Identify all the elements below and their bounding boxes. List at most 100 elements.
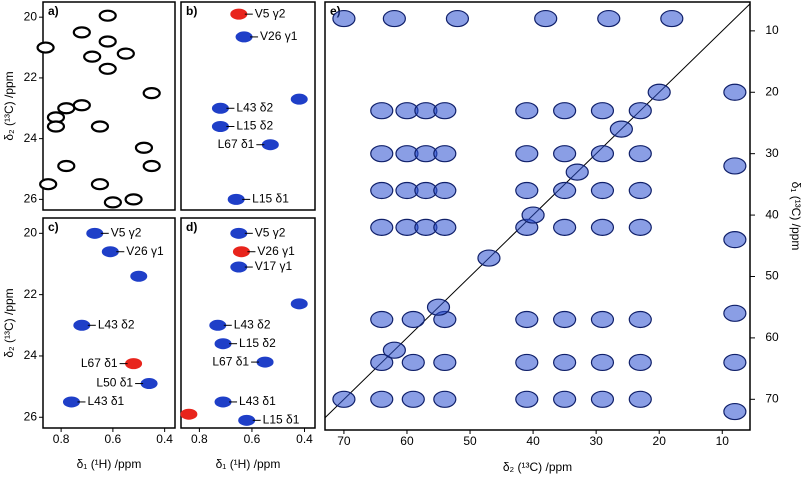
y-tick-label: 20 [24, 9, 38, 23]
y-axis-label: δ₁ (¹³C) /ppm [789, 182, 803, 251]
cross-peak [628, 218, 652, 236]
peak [73, 319, 91, 331]
panel-frame [42, 1, 176, 211]
peak [211, 102, 229, 114]
cross-peak [590, 310, 615, 329]
cross-peak [521, 206, 545, 224]
x-tick-label: 0.6 [105, 432, 122, 446]
x-tick-label: 50 [463, 434, 477, 448]
peak-label: L15 δ2 [236, 119, 273, 133]
y-tick-label: 22 [24, 70, 38, 84]
peak [46, 120, 66, 133]
panel-label: d) [186, 220, 197, 234]
peak [86, 227, 104, 239]
cross-peak [723, 402, 747, 421]
cross-peak [477, 249, 501, 267]
peak-label: L43 δ2 [236, 100, 273, 114]
y-tick-label: 26 [24, 192, 38, 206]
x-axis-label: δ₁ (¹H) /ppm [216, 457, 281, 471]
peak [72, 99, 91, 112]
peak-label: L15 δ1 [263, 413, 300, 427]
x-tick-label: 0.8 [191, 432, 208, 446]
y-tick-label: 24 [24, 348, 38, 362]
x-tick-label: 0.4 [296, 432, 313, 446]
cross-peak [723, 83, 747, 101]
y-axis-label: δ₂ (¹³C) /ppm [2, 288, 16, 357]
peak [180, 408, 198, 420]
peak [227, 193, 245, 205]
cross-peak [628, 102, 652, 120]
x-tick-label: 0.6 [244, 432, 261, 446]
peak [230, 8, 248, 20]
peak-label: V26 γ1 [257, 244, 295, 258]
peak [142, 159, 161, 173]
peak-label: V26 γ1 [126, 244, 164, 258]
panel-frame [42, 217, 176, 429]
cross-peak [433, 102, 457, 120]
cross-peak [723, 157, 747, 175]
peak [238, 414, 256, 426]
peak-label: L43 δ2 [98, 317, 135, 331]
x-tick-label: 30 [589, 434, 603, 448]
peak [103, 196, 122, 209]
cross-peak [515, 390, 539, 408]
cross-peak [370, 218, 394, 236]
cross-peak [590, 145, 615, 163]
cross-peak [515, 181, 539, 200]
y-tick-label: 22 [24, 287, 38, 301]
cross-peak [433, 181, 457, 200]
peak [140, 378, 158, 390]
peak [230, 261, 248, 273]
peak [124, 193, 143, 206]
x-tick-label: 60 [400, 434, 414, 448]
cross-peak [553, 181, 577, 200]
peak [62, 396, 80, 408]
cross-peak [401, 390, 425, 408]
peak [142, 86, 161, 100]
panel-label: b) [186, 4, 197, 18]
cross-peak [426, 298, 451, 316]
peak-label: V5 γ2 [111, 226, 142, 240]
cross-peak [433, 390, 457, 408]
y-tick-label: 26 [24, 409, 38, 423]
peak [57, 159, 76, 173]
cross-peak [590, 353, 615, 372]
x-tick-label: 40 [526, 434, 540, 448]
peak [134, 141, 154, 154]
peak [214, 338, 232, 350]
y-tick-label: 20 [24, 226, 38, 240]
x-tick-label: 10 [716, 434, 730, 448]
peak [290, 298, 308, 310]
y-tick-label: 24 [24, 131, 38, 145]
peak-label: L43 δ1 [87, 394, 124, 408]
cross-peak [609, 120, 633, 138]
peak [101, 246, 119, 258]
cross-peak [553, 102, 577, 120]
panel-label: c) [48, 220, 59, 234]
peak [211, 120, 229, 132]
cross-peak [553, 145, 577, 163]
peak [116, 47, 135, 60]
cross-peak [370, 102, 394, 120]
cross-peak [553, 218, 577, 236]
y-tick-label: 40 [765, 207, 779, 221]
peak [90, 120, 110, 133]
y-tick-label: 30 [765, 146, 779, 160]
y-tick-label: 10 [765, 23, 779, 37]
peak-label: V17 γ1 [255, 259, 293, 273]
peak-label: L67 δ1 [81, 356, 118, 370]
y-tick-label: 50 [765, 269, 779, 283]
cross-peak [534, 9, 558, 28]
peak [39, 178, 58, 191]
peak [98, 35, 117, 48]
peak [125, 358, 143, 370]
cross-peak [515, 102, 539, 120]
peak-label: L67 δ1 [218, 137, 255, 151]
cross-peak [515, 310, 539, 329]
peak [72, 26, 91, 39]
cross-peak [590, 218, 615, 236]
panel-frame [180, 1, 316, 211]
peak-label: V26 γ1 [260, 29, 298, 43]
panel-label: e) [330, 4, 341, 18]
